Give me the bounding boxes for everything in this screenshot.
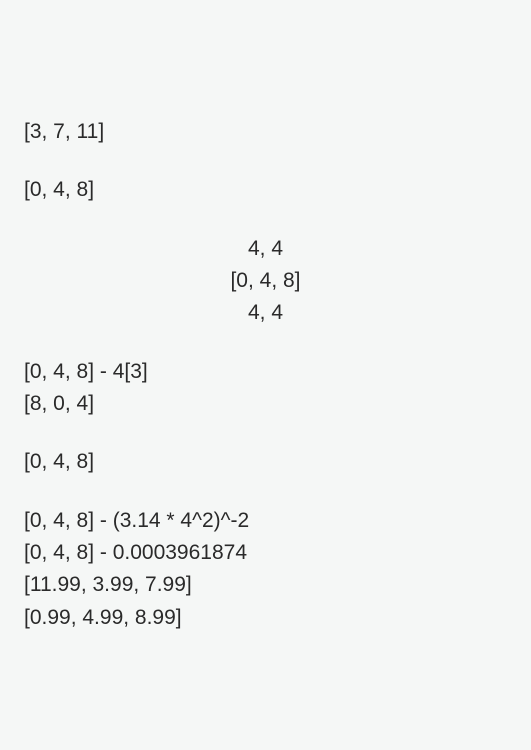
math-line: 4, 4 [24,299,507,327]
math-line: [8, 0, 4] [24,390,507,418]
math-line: 4, 4 [24,235,507,263]
spacer [24,481,507,507]
math-line: [11.99, 3.99, 7.99] [24,571,507,599]
math-line: [3, 7, 11] [24,118,507,146]
math-line: [0, 4, 8] - (3.14 * 4^2)^-2 [24,507,507,535]
spacer [24,332,507,358]
math-line: [0, 4, 8] [24,448,507,476]
math-line: [0, 4, 8] - 4[3] [24,358,507,386]
spacer [24,422,507,448]
center-block: 4, 4 [0, 4, 8] 4, 4 [24,235,507,328]
math-line: [0.99, 4.99, 8.99] [24,604,507,632]
math-line: [0, 4, 8] [24,176,507,204]
math-line: [0, 4, 8] - 0.0003961874 [24,539,507,567]
spacer [24,150,507,176]
spacer [24,209,507,235]
math-line: [0, 4, 8] [24,267,507,295]
